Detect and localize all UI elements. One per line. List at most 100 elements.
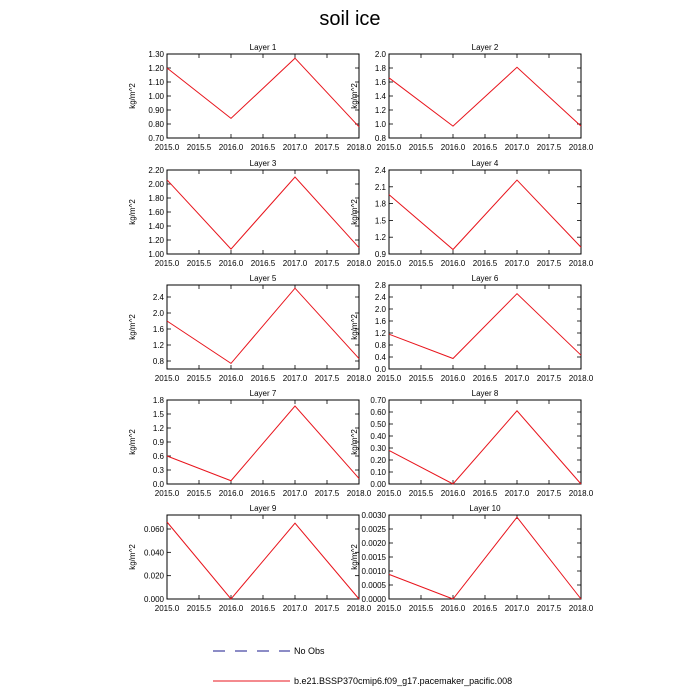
- x-tick-label: 2016.0: [219, 374, 244, 383]
- y-axis-label: kg/m^2: [128, 429, 137, 455]
- x-tick-label: 2018.0: [569, 259, 594, 268]
- y-tick-label: 2.00: [148, 180, 164, 189]
- x-tick-label: 2016.0: [219, 143, 244, 152]
- plot-frame: [166, 284, 360, 370]
- panel-title: Layer 4: [472, 159, 499, 168]
- plot-frame: [166, 514, 360, 600]
- y-tick-label: 0.020: [144, 572, 165, 581]
- x-tick-label: 2016.5: [251, 143, 276, 152]
- y-tick-label: 0.000: [144, 595, 165, 604]
- plot-frame: [166, 169, 360, 255]
- panel-title: Layer 3: [250, 159, 277, 168]
- x-tick-label: 2015.0: [377, 489, 402, 498]
- y-tick-label: 0.9: [375, 250, 387, 259]
- y-tick-label: 1.6: [375, 78, 387, 87]
- panel-title: Layer 10: [469, 504, 501, 513]
- x-tick-label: 2016.0: [219, 489, 244, 498]
- series-line: [388, 292, 582, 360]
- y-tick-label: 0.8: [375, 134, 387, 143]
- series-line: [166, 521, 360, 600]
- y-tick-label: 1.2: [375, 106, 387, 115]
- series-line: [166, 176, 360, 250]
- x-tick-label: 2017.0: [505, 259, 530, 268]
- x-tick-label: 2016.5: [251, 259, 276, 268]
- x-tick-label: 2015.5: [187, 374, 212, 383]
- y-tick-label: 2.0: [153, 309, 165, 318]
- x-tick-label: 2017.5: [537, 143, 562, 152]
- x-tick-label: 2017.5: [315, 604, 340, 613]
- x-tick-label: 2017.5: [537, 489, 562, 498]
- y-tick-label: 0.060: [144, 525, 165, 534]
- x-tick-label: 2015.5: [409, 259, 434, 268]
- x-tick-label: 2015.5: [187, 143, 212, 152]
- panel-title: Layer 5: [250, 274, 277, 283]
- y-tick-label: 0.0015: [362, 553, 387, 562]
- chart-panel-1: Layer 1 kg/m^2 0.70 0.80 0.90 1.00 1.10 1.20 1.3…: [128, 43, 372, 152]
- x-tick-label: 2015.5: [187, 604, 212, 613]
- y-tick-label: 1.2: [153, 341, 165, 350]
- x-tick-label: 2016.5: [473, 143, 498, 152]
- y-tick-label: 0.3: [153, 466, 165, 475]
- y-tick-label: 1.20: [148, 64, 164, 73]
- y-tick-label: 1.2: [153, 424, 165, 433]
- chart-panel-7: Layer 7 kg/m^2 0.0 0.3 0.6 0.9 1.2 1.5 1.8 2015.0…: [128, 389, 372, 498]
- y-tick-label: 0.50: [370, 420, 386, 429]
- x-tick-label: 2018.0: [347, 259, 372, 268]
- x-tick-label: 2017.0: [505, 143, 530, 152]
- plot-frame: [388, 514, 582, 600]
- x-tick-label: 2015.0: [155, 143, 180, 152]
- y-tick-label: 0.0: [153, 480, 165, 489]
- chart-panel-5: Layer 5 kg/m^2 0.8 1.2 1.6 2.0 2.4 2015.0 2015.5…: [128, 274, 372, 383]
- plot-frame: [388, 399, 582, 485]
- x-tick-label: 2017.0: [505, 604, 530, 613]
- y-axis-label: kg/m^2: [350, 429, 359, 455]
- plot-frame: [166, 399, 360, 485]
- y-tick-label: 2.4: [375, 166, 387, 175]
- x-tick-label: 2017.5: [315, 259, 340, 268]
- y-tick-label: 0.60: [370, 408, 386, 417]
- y-tick-label: 0.30: [370, 444, 386, 453]
- x-tick-label: 2016.0: [441, 604, 466, 613]
- x-tick-label: 2017.0: [283, 259, 308, 268]
- x-tick-label: 2016.5: [251, 604, 276, 613]
- y-axis-label: kg/m^2: [128, 544, 137, 570]
- series-line: [388, 179, 582, 251]
- x-tick-label: 2015.5: [187, 489, 212, 498]
- x-tick-label: 2015.0: [155, 489, 180, 498]
- x-tick-label: 2016.5: [251, 489, 276, 498]
- y-tick-label: 0.40: [370, 432, 386, 441]
- x-tick-label: 2018.0: [569, 374, 594, 383]
- x-tick-label: 2018.0: [347, 604, 372, 613]
- y-tick-label: 0.80: [148, 120, 164, 129]
- y-tick-label: 2.1: [375, 183, 387, 192]
- x-tick-label: 2018.0: [569, 489, 594, 498]
- panel-title: Layer 6: [472, 274, 499, 283]
- x-tick-label: 2016.0: [219, 259, 244, 268]
- x-tick-label: 2016.5: [473, 374, 498, 383]
- chart-panel-10: Layer 10 kg/m^2 0.0000 0.0005 0.0010 0.0015 0.…: [350, 504, 594, 613]
- y-tick-label: 2.4: [375, 293, 387, 302]
- y-tick-label: 0.4: [375, 353, 387, 362]
- x-tick-label: 2018.0: [347, 374, 372, 383]
- x-tick-label: 2015.0: [155, 259, 180, 268]
- y-tick-label: 0.10: [370, 468, 386, 477]
- y-tick-label: 1.30: [148, 50, 164, 59]
- y-tick-label: 0.00: [370, 480, 386, 489]
- x-tick-label: 2017.5: [537, 259, 562, 268]
- x-tick-label: 2016.5: [473, 259, 498, 268]
- x-tick-label: 2017.0: [283, 374, 308, 383]
- y-tick-label: 0.0010: [362, 567, 387, 576]
- y-tick-label: 0.040: [144, 548, 165, 557]
- y-tick-label: 0.8: [375, 341, 387, 350]
- chart-panel-6: Layer 6 kg/m^2 0.0 0.4 0.8 1.2 1.6 2.0 2.4 2.8 201…: [350, 274, 594, 383]
- y-axis-label: kg/m^2: [128, 83, 137, 109]
- y-axis-label: kg/m^2: [350, 83, 359, 109]
- x-tick-label: 2017.5: [537, 604, 562, 613]
- x-tick-label: 2016.0: [441, 374, 466, 383]
- x-tick-label: 2015.0: [377, 143, 402, 152]
- series-line: [166, 405, 360, 482]
- x-tick-label: 2018.0: [347, 489, 372, 498]
- x-tick-label: 2015.0: [377, 604, 402, 613]
- x-tick-label: 2015.5: [409, 489, 434, 498]
- y-tick-label: 0.0000: [362, 595, 387, 604]
